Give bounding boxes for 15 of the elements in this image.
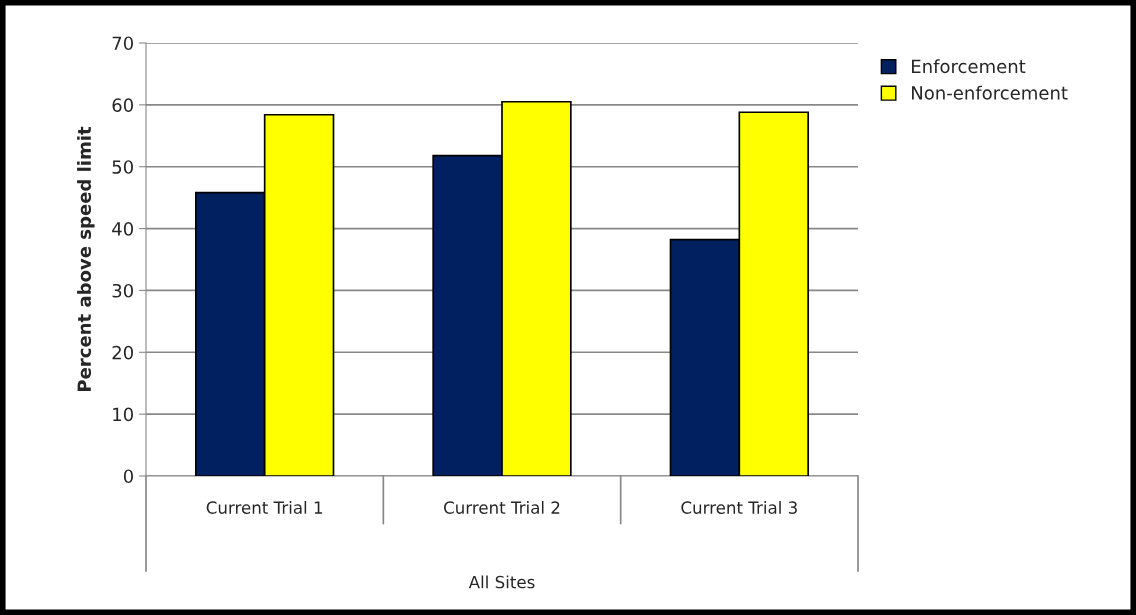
y-tick-label: 10: [113, 407, 133, 422]
x-tick-label: Current Trial 1: [206, 501, 323, 514]
legend-label: Non-enforcement: [912, 85, 1068, 100]
x-axis-title: All Sites: [468, 575, 535, 589]
y-tick-label: 0: [123, 469, 133, 484]
y-axis-title: Percent above speed limit: [77, 126, 95, 391]
x-tick-label: Current Trial 2: [444, 501, 560, 514]
y-tick-label: 60: [112, 98, 133, 112]
y-tick-label: 30: [112, 283, 133, 298]
y-tick-label: 40: [112, 222, 133, 236]
y-tick-label: 50: [112, 160, 133, 174]
x-tick-label: Current Trial 3: [681, 501, 797, 514]
legend-label: Enforcement: [912, 59, 1026, 74]
y-tick-label: 20: [112, 345, 133, 360]
y-tick-label: 70: [112, 36, 133, 51]
